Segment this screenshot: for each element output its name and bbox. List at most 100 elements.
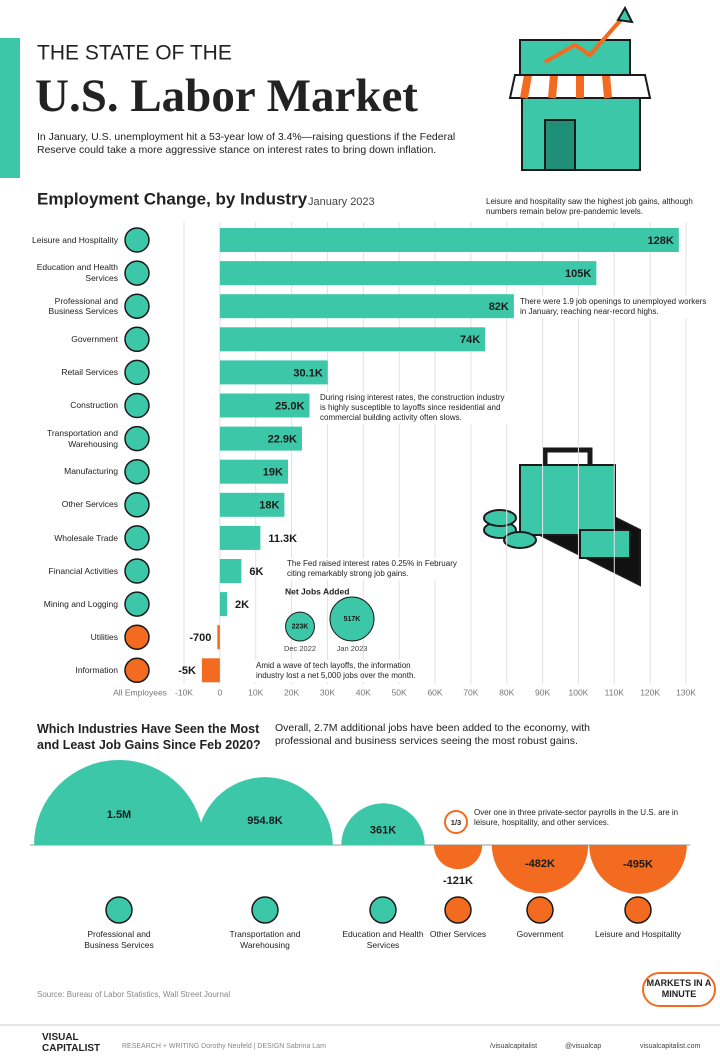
category-label: Government <box>516 929 564 939</box>
industry-icon <box>124 525 150 551</box>
annotation: Leisure and hospitality saw the highest … <box>484 196 713 218</box>
x-tick-label: 80K <box>499 687 514 697</box>
chart-title: Employment Change, by Industry <box>37 189 308 208</box>
category-label: Utilities <box>90 631 118 642</box>
bar <box>219 228 679 252</box>
category-label: Construction <box>70 400 118 411</box>
chart-subtitle: Overall, 2.7M additional jobs have been … <box>275 722 590 748</box>
category-label: Leisure and Hospitality <box>32 234 118 245</box>
x-axis-label: All Employees <box>113 687 167 697</box>
accent-bar <box>0 38 20 178</box>
value-label: 82K <box>489 301 509 313</box>
value-label: 74K <box>460 334 480 346</box>
category-label: Retail Services <box>61 367 118 378</box>
semicircle <box>491 845 589 894</box>
value-label: 105K <box>565 268 591 280</box>
bubble-label: 223K <box>292 623 309 630</box>
semicircle <box>34 760 204 845</box>
x-tick-label: 100K <box>568 687 588 697</box>
x-tick-label: 10K <box>248 687 263 697</box>
x-tick-label: 50K <box>392 687 407 697</box>
main-title: U.S. Labor Market <box>35 70 418 122</box>
category-label: Transportation and Warehousing <box>46 427 118 449</box>
industry-icon <box>369 896 397 924</box>
category-label: Education and Health Services <box>342 929 424 950</box>
badge: MARKETS IN A MINUTE <box>642 972 716 1007</box>
bubble <box>285 611 315 642</box>
category-label: Manufacturing <box>64 466 118 477</box>
industry-icon <box>124 657 150 684</box>
semicircle <box>197 777 333 845</box>
value-label: -482K <box>525 858 555 870</box>
industry-icon <box>105 896 133 924</box>
bar <box>219 592 228 617</box>
store-illustration <box>508 5 652 171</box>
x-tick-label: 40K <box>356 687 371 697</box>
annotation: Amid a wave of tech layoffs, the informa… <box>254 660 428 682</box>
value-label: 11.3K <box>268 533 297 545</box>
category-label: Leisure and Hospitality <box>595 929 681 939</box>
value-label: -495K <box>623 858 653 870</box>
briefcase-illustration <box>483 447 641 587</box>
value-label: -5K <box>178 665 196 677</box>
industry-icon <box>124 425 150 452</box>
annotation-icon-label: 1/3 <box>451 818 461 827</box>
intro: In January, U.S. unemployment hit a 53-y… <box>37 131 456 157</box>
value-label: 6K <box>249 566 263 578</box>
value-label: -700 <box>189 632 211 644</box>
social-handle: @visualcap <box>565 1043 602 1050</box>
value-label: -121K <box>443 875 473 887</box>
value-label: 18K <box>259 500 279 512</box>
bar <box>219 294 514 319</box>
bar <box>219 492 285 517</box>
value-label: 954.8K <box>247 815 283 827</box>
x-tick-label: 70K <box>463 687 478 697</box>
industry-icon <box>251 896 279 924</box>
industry-icon <box>124 458 150 485</box>
kicker: THE STATE OF THE <box>37 42 232 65</box>
chart-title: Which Industries Have Seen the Most and … <box>37 722 261 752</box>
industry-icon <box>124 392 150 419</box>
x-tick-label: 130K <box>676 687 696 697</box>
bar <box>219 327 486 352</box>
x-tick-label: 20K <box>284 687 299 697</box>
source: Source: Bureau of Labor Statistics, Wall… <box>37 990 231 999</box>
industry-icon <box>444 896 472 924</box>
industry-icon <box>526 896 554 924</box>
bubble-category: Jan 2023 <box>337 644 368 653</box>
x-tick-label: 30K <box>320 687 335 697</box>
credits: RESEARCH + WRITING Dorothy Neufeld | DES… <box>122 1043 326 1050</box>
x-tick-label: -10K <box>175 687 193 697</box>
bar <box>219 393 310 418</box>
value-label: 30.1K <box>293 367 322 379</box>
category-label: Professional and Business Services <box>84 929 154 950</box>
category-label: Financial Activities <box>48 565 118 576</box>
industry-icon <box>124 326 150 353</box>
industry-icon <box>124 492 150 518</box>
bar <box>219 459 288 484</box>
industry-icon <box>124 359 150 386</box>
x-tick-label: 0 <box>217 687 222 697</box>
category-label: Government <box>71 333 118 344</box>
bar <box>219 525 261 550</box>
bubble-label: 517K <box>344 616 361 623</box>
bubble-title: Net Jobs Added <box>285 586 349 596</box>
bar <box>219 559 242 583</box>
annotation: There were 1.9 job openings to unemploye… <box>518 296 712 318</box>
bar <box>219 426 302 451</box>
x-tick-label: 120K <box>640 687 660 697</box>
x-tick-label: 90K <box>535 687 550 697</box>
x-tick-label: 110K <box>605 687 625 697</box>
category-label: Education and Health Services <box>36 262 118 284</box>
value-label: 361K <box>370 824 396 836</box>
bar <box>219 261 597 286</box>
value-label: 2K <box>235 599 249 611</box>
industry-icon <box>124 558 150 584</box>
industry-icon <box>124 227 150 253</box>
industry-icon <box>124 293 150 319</box>
category-label: Professional and Business Services <box>48 295 118 317</box>
value-label: 19K <box>263 467 283 479</box>
bar <box>219 360 328 385</box>
